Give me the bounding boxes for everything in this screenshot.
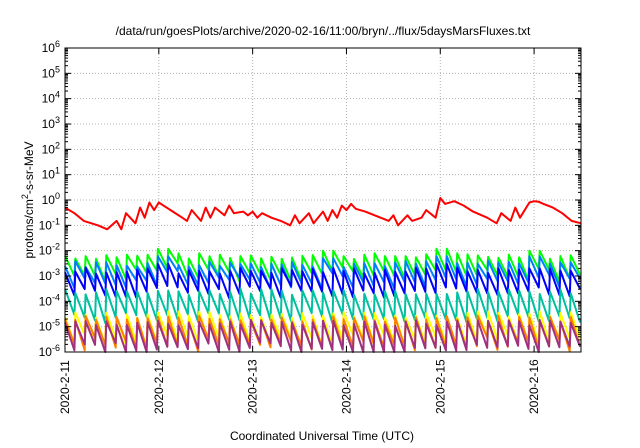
y-tick-label: 105: [42, 64, 60, 80]
chart-title: /data/run/goesPlots/archive/2020-02-16/1…: [116, 24, 531, 38]
chart-series: [64, 197, 582, 353]
y-tick-label: 10-5: [39, 318, 60, 334]
y-tick-label: 10-4: [39, 292, 60, 308]
y-tick-label: 10-1: [39, 216, 60, 232]
x-tick-label: 2020-2-15: [433, 359, 447, 414]
y-axis-label-rest: -s-sr-MeV: [22, 141, 36, 194]
series-line-3: [64, 262, 581, 300]
x-tick-label: 2020-2-13: [246, 359, 260, 414]
y-tick-label: 104: [42, 90, 60, 106]
y-tick-label: 101: [42, 166, 60, 182]
series-line-4: [64, 287, 582, 325]
y-tick-label: 102: [42, 140, 60, 156]
y-tick-label: 10-3: [39, 267, 60, 283]
y-axis-label-sup: 2: [20, 194, 30, 199]
x-axis-ticks: 2020-2-11 2020-2-12 2020-2-13 2020-2-14 2020…: [58, 48, 541, 414]
x-tick-label: 2020-2-12: [152, 359, 166, 414]
series-line-0: [64, 197, 582, 231]
y-axis-label: protons/cm2-s-sr-MeV: [20, 141, 36, 258]
series-line-7: [64, 318, 582, 353]
x-tick-label: 2020-2-11: [58, 360, 72, 414]
x-tick-label: 2020-2-16: [527, 359, 541, 414]
y-tick-label: 10-6: [39, 343, 60, 359]
y-axis-label-base: protons/cm: [22, 199, 36, 258]
x-axis-label: Coordinated Universal Time (UTC): [230, 429, 414, 443]
y-tick-label: 106: [42, 39, 60, 55]
x-tick-label: 2020-2-14: [339, 359, 353, 414]
y-tick-label: 103: [42, 115, 60, 131]
y-tick-label: 10-2: [39, 242, 60, 258]
y-tick-label: 100: [42, 191, 60, 207]
y-axis-ticks: 10-6 10-5 10-4 10-3 10-2 10-1 100 101 102 103 104 1…: [39, 39, 581, 359]
